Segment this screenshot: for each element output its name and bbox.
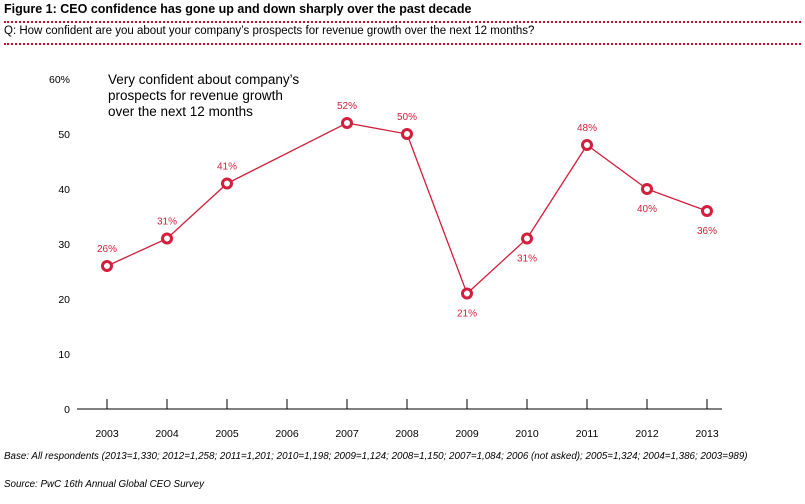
y-tick-label: 60% [49,74,70,86]
data-label: 40% [637,204,657,215]
source-note: Source: PwC 16th Annual Global CEO Surve… [4,479,205,490]
series-line-segment [226,122,348,185]
data-label: 26% [97,244,117,255]
x-tick-label: 2003 [95,428,119,440]
y-tick-label: 30 [58,239,70,251]
chart-annotation-line: prospects for revenue growth [108,88,283,103]
data-label: 41% [217,162,237,173]
data-label: 48% [577,123,597,134]
series-line-segment [586,144,648,190]
chart-annotation-line: Very confident about company’s [108,72,299,87]
data-point-marker [401,128,413,140]
data-point-marker [581,139,593,151]
title-divider [4,21,801,23]
y-tick-label: 50 [58,129,70,141]
base-footnote: Base: All respondents (2013=1,330; 2012=… [4,451,748,462]
series-line-segment [526,144,588,239]
series-line-segment [646,188,708,212]
data-point-marker [461,287,473,300]
series-line-segment [106,237,168,267]
y-tick-label: 40 [58,184,70,196]
chart-annotation-line: over the next 12 months [108,104,253,119]
x-tick-label: 2007 [335,428,359,440]
data-label: 21% [457,309,477,320]
y-tick-label: 0 [64,404,70,416]
x-tick-label: 2006 [275,428,299,440]
line-chart: 0 10 20 30 40 50 60% 2003 2004 2005 2006 2007 2008 20… [49,72,722,440]
x-tick-label: 2012 [635,428,659,440]
x-tick-label: 2005 [215,428,239,440]
x-tick-label: 2011 [576,428,599,440]
series-line-segment [466,238,528,294]
y-tick-label: 10 [58,349,70,361]
series-line-segment [346,122,408,135]
data-point-marker [221,177,233,190]
x-tick-label: 2013 [695,428,719,440]
figure-title: Figure 1: CEO confidence has gone up and… [4,2,472,16]
data-label: 31% [517,254,537,265]
data-label: 50% [397,112,417,123]
data-label: 31% [157,217,177,228]
data-label: 36% [697,226,717,237]
x-tick-label: 2010 [515,428,539,440]
y-tick-label: 20 [58,294,70,306]
x-tick-label: 2004 [155,428,179,440]
x-tick-label: 2009 [455,428,479,440]
survey-question: Q: How confident are you about your comp… [4,25,535,37]
data-point-marker [341,117,353,129]
data-point-marker [161,232,173,245]
series-line-segment [406,133,468,294]
series-line-segment [166,183,228,239]
x-tick-label: 2008 [395,428,419,440]
data-point-marker [521,232,533,245]
data-point-marker [641,183,653,195]
data-point-marker [101,260,113,272]
question-divider [4,43,801,45]
data-label: 52% [337,101,357,112]
data-point-marker [701,205,713,217]
